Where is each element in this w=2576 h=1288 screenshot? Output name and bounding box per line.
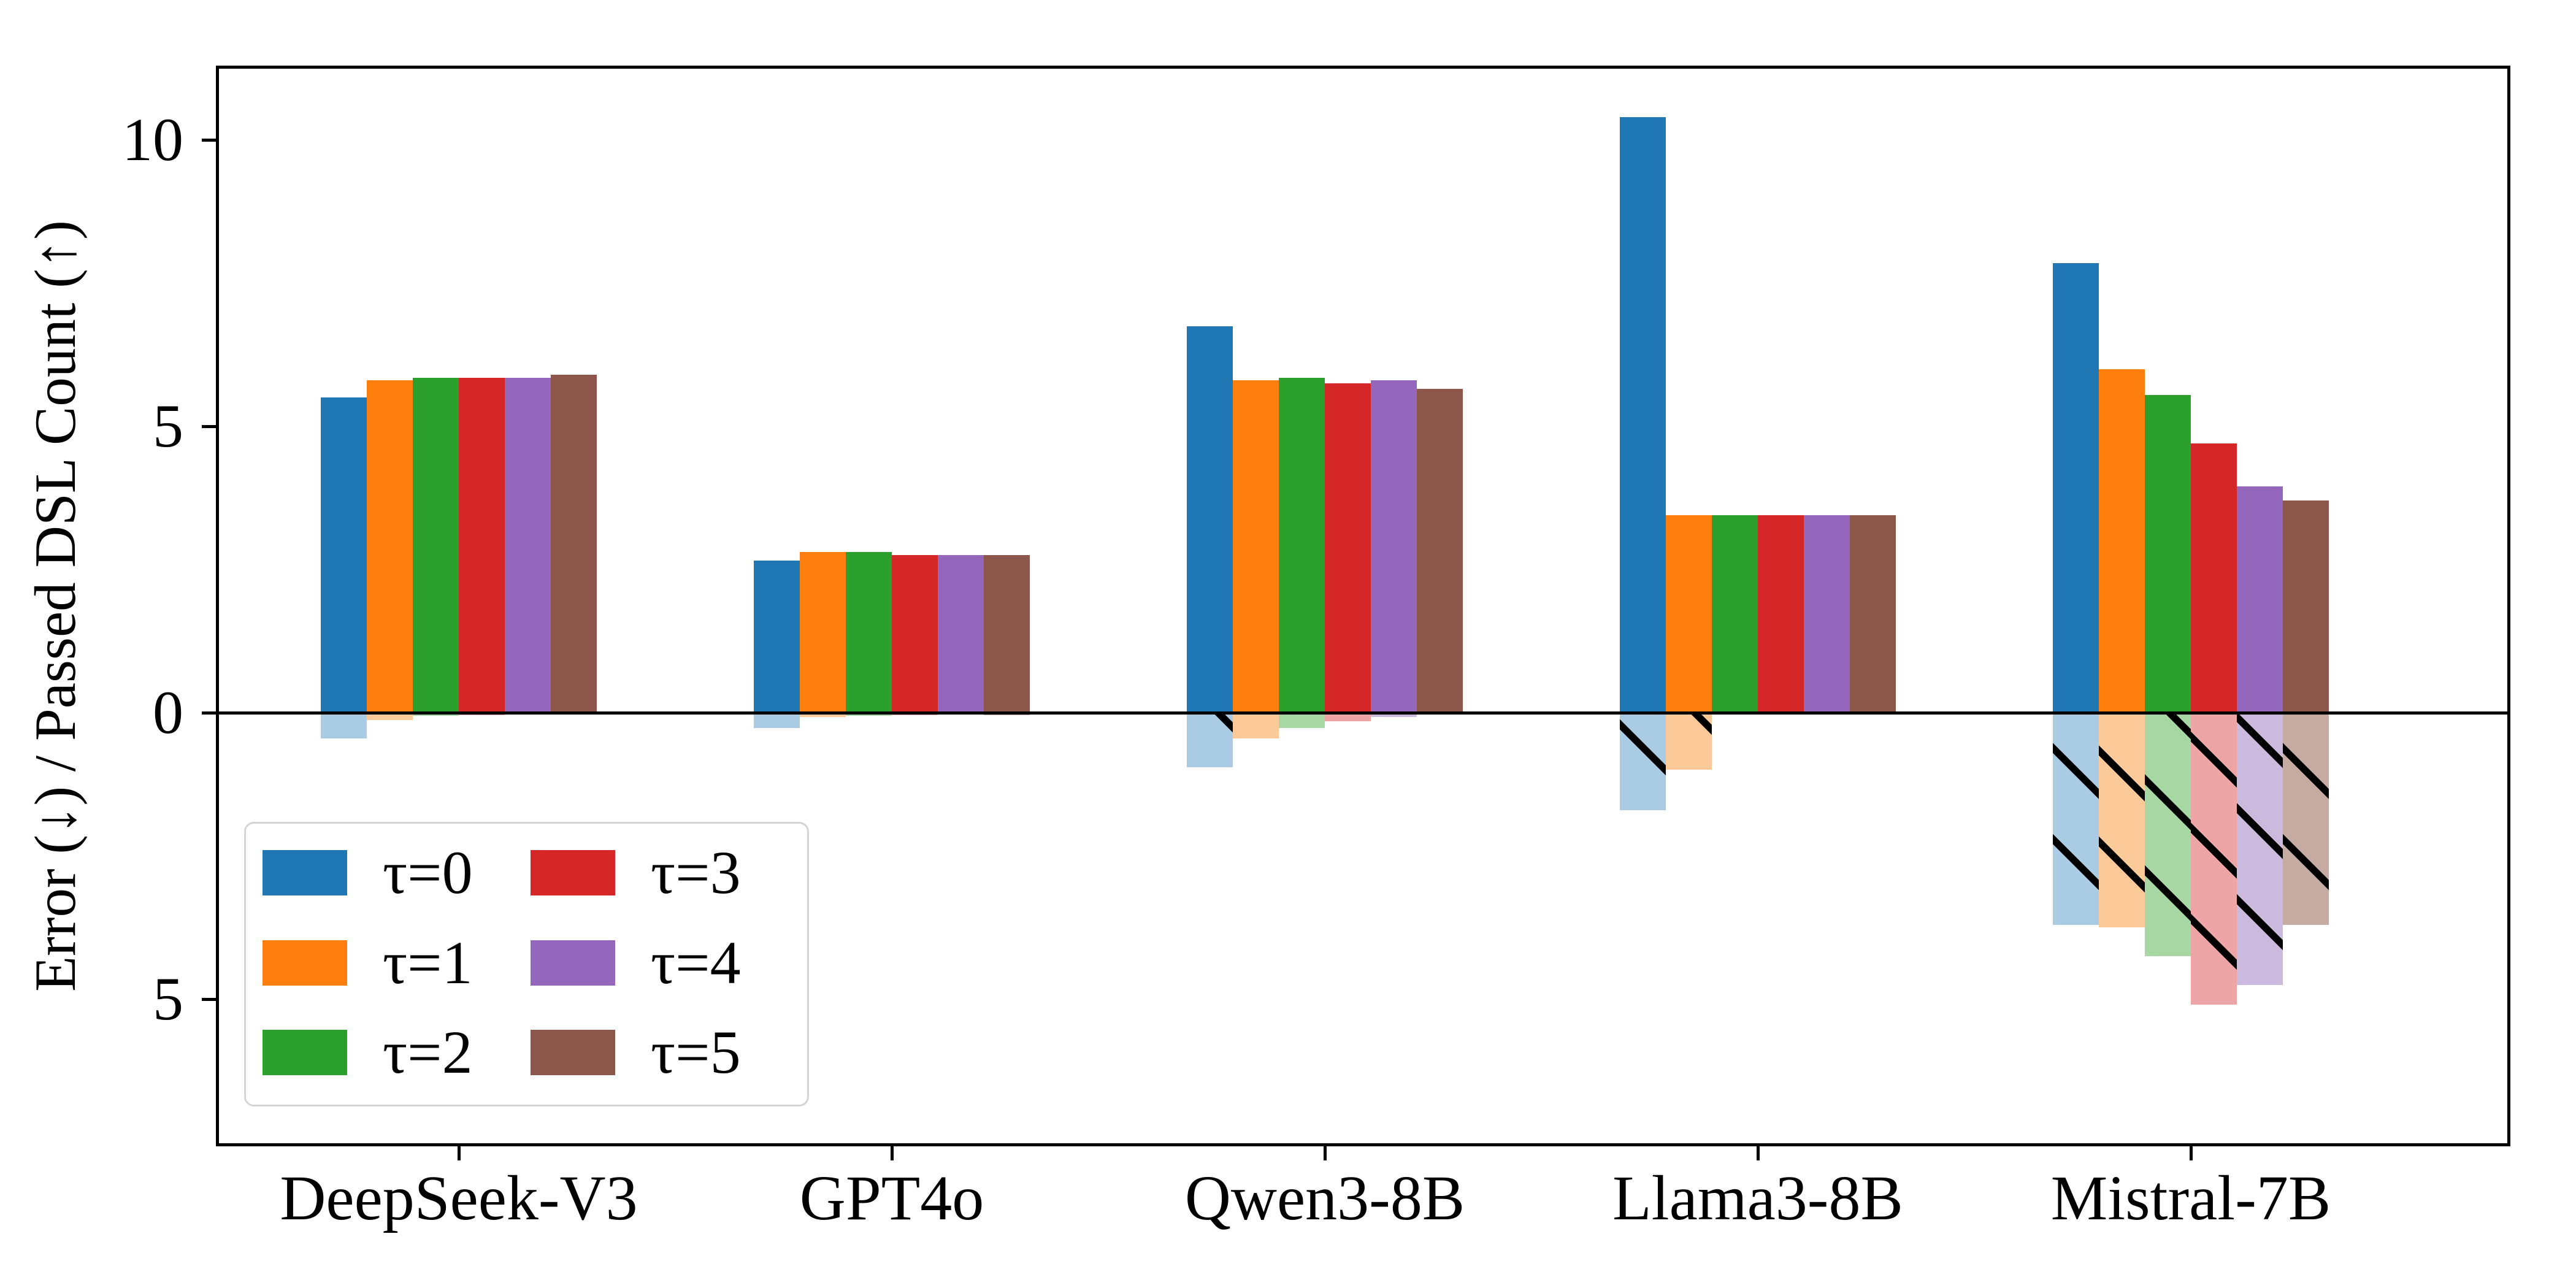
bar-DeepSeek-V3-τ=4 xyxy=(505,377,551,713)
legend-swatch-τ=4 xyxy=(531,940,615,986)
bar-Mistral-7B-τ=4 xyxy=(2237,486,2283,713)
bar-Llama3-8B-τ=5 xyxy=(1850,515,1896,713)
error-bar-Mistral-7B-τ=0 xyxy=(2053,713,2099,925)
error-bar-Qwen3-8B-τ=3 xyxy=(1325,713,1371,721)
error-bar-GPT4o-τ=1 xyxy=(800,713,846,718)
bar-Mistral-7B-τ=0 xyxy=(2053,263,2099,713)
y-tick-label: 5 xyxy=(153,965,183,1033)
error-bar-Qwen3-8B-τ=1 xyxy=(1233,713,1279,739)
y-tick-mark xyxy=(202,711,219,715)
bar-Llama3-8B-τ=2 xyxy=(1712,515,1758,713)
bar-Qwen3-8B-τ=0 xyxy=(1187,326,1233,713)
bar-GPT4o-τ=2 xyxy=(846,552,892,713)
legend-label-τ=2: τ=2 xyxy=(383,1018,473,1086)
legend-swatch-τ=0 xyxy=(263,850,347,895)
y-tick-label: 5 xyxy=(153,392,183,460)
bar-Qwen3-8B-τ=2 xyxy=(1279,377,1325,713)
x-tick-mark xyxy=(1324,1143,1327,1160)
bar-DeepSeek-V3-τ=3 xyxy=(459,377,505,713)
legend-swatch-τ=5 xyxy=(531,1030,615,1075)
bar-DeepSeek-V3-τ=1 xyxy=(367,380,413,713)
x-tick-label-Qwen3-8B: Qwen3-8B xyxy=(1184,1163,1465,1233)
error-bar-Mistral-7B-τ=3 xyxy=(2191,713,2237,1005)
legend-label-τ=1: τ=1 xyxy=(383,929,473,997)
y-axis-label: Error (↓) / Passed DSL Count (↑) xyxy=(23,220,88,992)
legend-label-τ=4: τ=4 xyxy=(651,929,741,997)
legend-swatch-τ=2 xyxy=(263,1030,347,1075)
bar-GPT4o-τ=1 xyxy=(800,552,846,713)
error-bar-Mistral-7B-τ=2 xyxy=(2145,713,2191,956)
y-tick-label: 0 xyxy=(153,678,183,746)
x-tick-label-Mistral-7B: Mistral-7B xyxy=(2050,1163,2331,1233)
bar-Mistral-7B-τ=5 xyxy=(2283,500,2329,713)
bar-DeepSeek-V3-τ=0 xyxy=(321,397,367,713)
bar-Llama3-8B-τ=3 xyxy=(1758,515,1804,713)
bar-Qwen3-8B-τ=3 xyxy=(1325,383,1371,713)
legend-label-τ=5: τ=5 xyxy=(651,1018,741,1086)
y-tick-mark xyxy=(202,998,219,1001)
error-bar-Mistral-7B-τ=4 xyxy=(2237,713,2283,985)
bar-GPT4o-τ=0 xyxy=(754,561,800,713)
legend-swatch-τ=1 xyxy=(263,940,347,986)
error-bar-Qwen3-8B-τ=2 xyxy=(1279,713,1325,729)
error-bar-DeepSeek-V3-τ=1 xyxy=(367,713,413,721)
y-tick-label: 10 xyxy=(122,105,183,174)
bar-GPT4o-τ=4 xyxy=(938,555,984,713)
error-bar-DeepSeek-V3-τ=0 xyxy=(321,713,367,739)
y-tick-mark xyxy=(202,139,219,142)
x-tick-label-GPT4o: GPT4o xyxy=(799,1163,984,1233)
x-tick-mark xyxy=(891,1143,894,1160)
error-bar-Qwen3-8B-τ=4 xyxy=(1371,713,1417,717)
legend-swatch-τ=3 xyxy=(531,850,615,895)
bar-Llama3-8B-τ=4 xyxy=(1804,515,1850,713)
legend: τ=0 τ=1 τ=2 τ=3 τ=4 τ=5 xyxy=(244,822,809,1106)
bar-Llama3-8B-τ=1 xyxy=(1666,515,1712,713)
error-bar-Qwen3-8B-τ=0 xyxy=(1187,713,1233,767)
x-tick-mark xyxy=(2190,1143,2193,1160)
bar-Mistral-7B-τ=3 xyxy=(2191,443,2237,713)
error-bar-Mistral-7B-τ=5 xyxy=(2283,713,2329,925)
error-bar-Mistral-7B-τ=1 xyxy=(2099,713,2145,928)
bar-DeepSeek-V3-τ=2 xyxy=(413,377,459,713)
x-tick-mark xyxy=(1757,1143,1760,1160)
bar-GPT4o-τ=3 xyxy=(892,555,938,713)
zero-line xyxy=(219,711,2507,715)
x-tick-label-DeepSeek-V3: DeepSeek-V3 xyxy=(280,1163,638,1233)
error-bar-Llama3-8B-τ=0 xyxy=(1620,713,1666,810)
error-bar-GPT4o-τ=0 xyxy=(754,713,800,729)
bar-Qwen3-8B-τ=1 xyxy=(1233,380,1279,713)
bar-Qwen3-8B-τ=5 xyxy=(1417,389,1463,713)
legend-label-τ=3: τ=3 xyxy=(651,838,741,907)
bar-Qwen3-8B-τ=4 xyxy=(1371,380,1417,713)
y-tick-mark xyxy=(202,425,219,428)
bar-Mistral-7B-τ=1 xyxy=(2099,369,2145,713)
bar-Mistral-7B-τ=2 xyxy=(2145,394,2191,713)
bar-GPT4o-τ=5 xyxy=(984,555,1030,713)
bar-DeepSeek-V3-τ=5 xyxy=(551,374,597,713)
x-tick-label-Llama3-8B: Llama3-8B xyxy=(1612,1163,1903,1233)
x-tick-mark xyxy=(458,1143,461,1160)
bar-Llama3-8B-τ=0 xyxy=(1620,117,1666,713)
legend-label-τ=0: τ=0 xyxy=(383,838,473,907)
error-bar-Llama3-8B-τ=1 xyxy=(1666,713,1712,770)
